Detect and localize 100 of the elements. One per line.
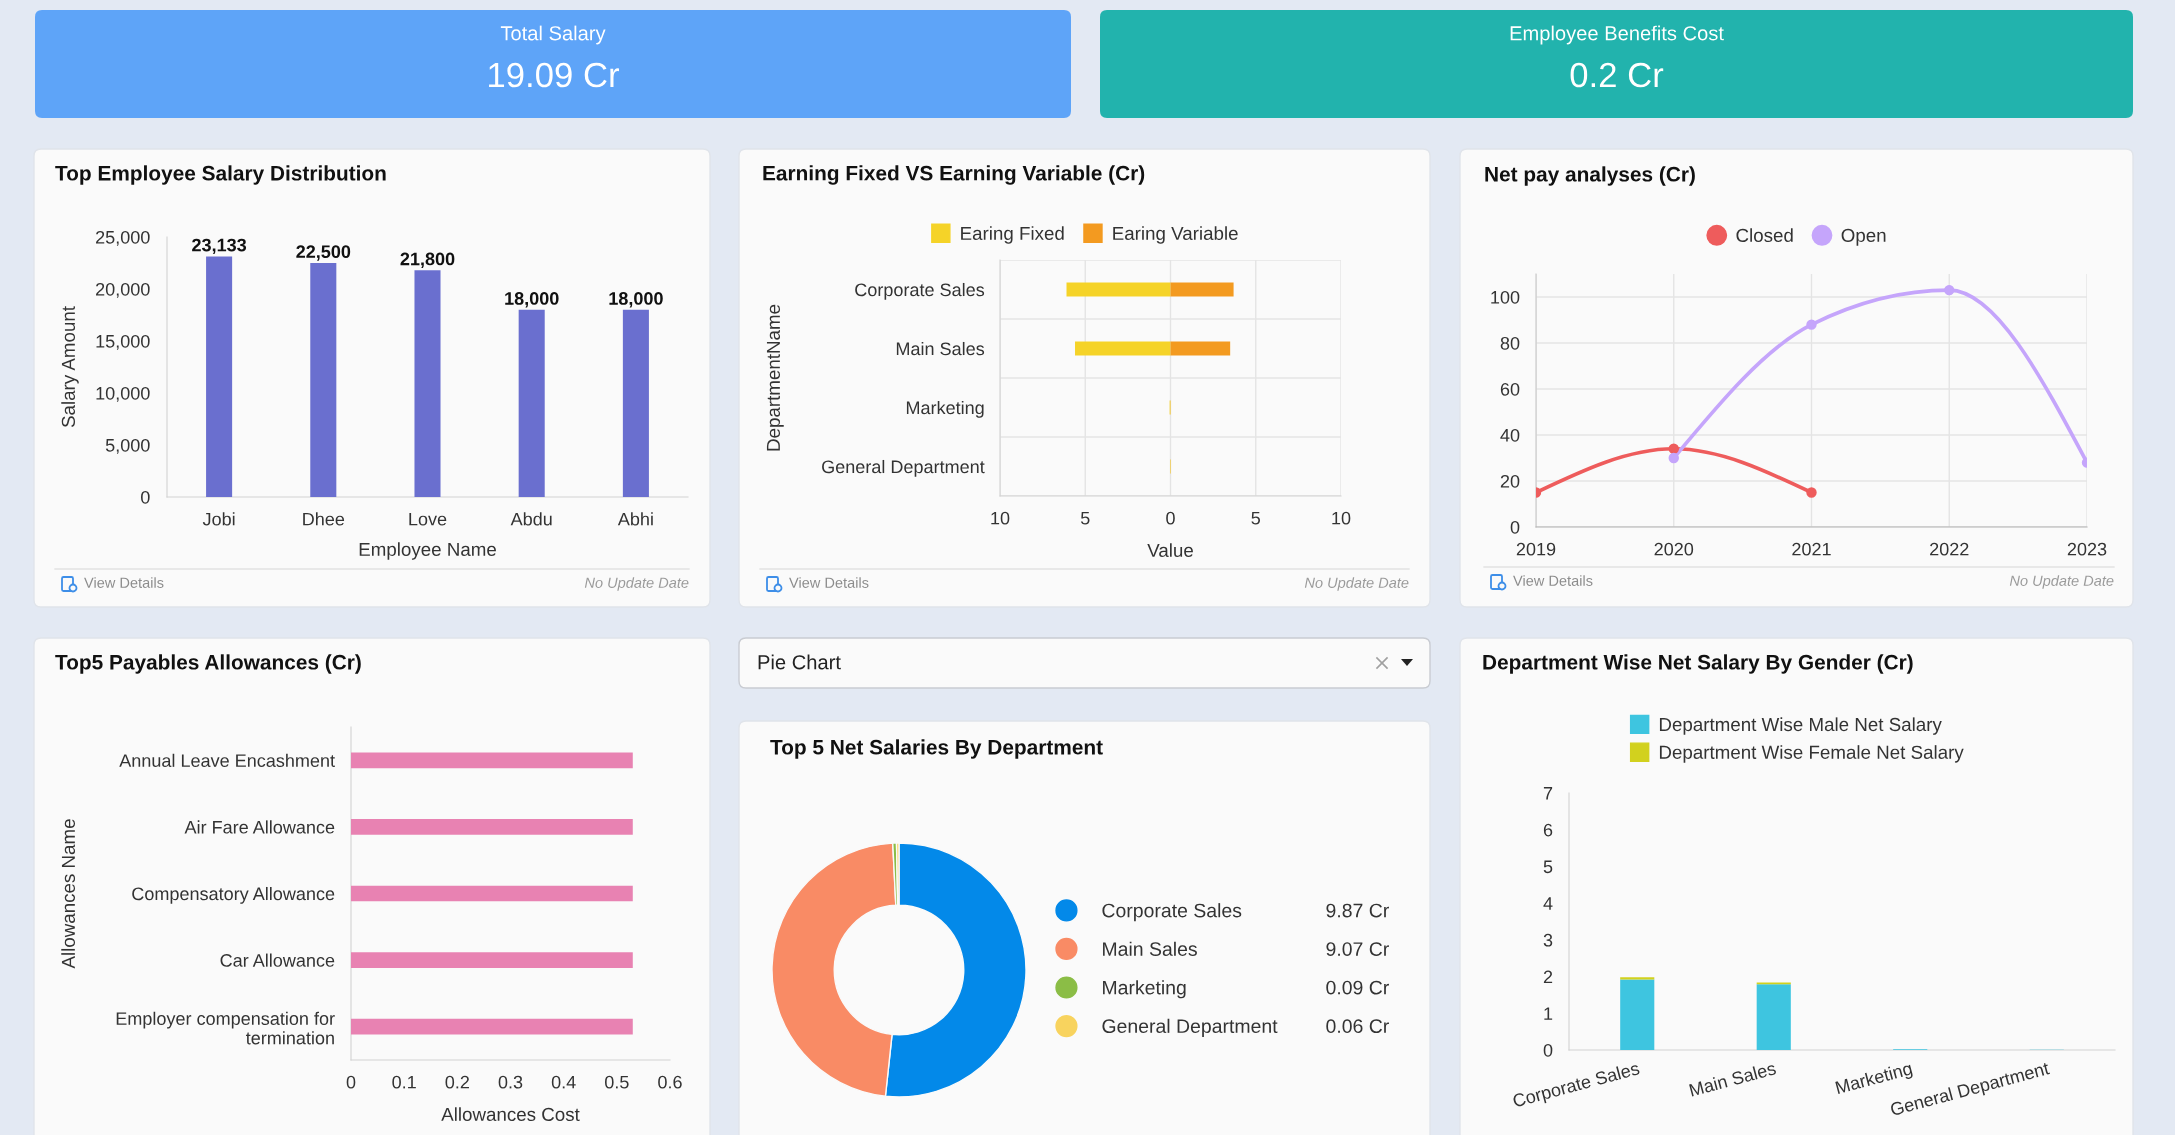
y-axis-title: Salary Amount	[61, 306, 79, 428]
x-axis-title: Value	[1147, 543, 1193, 558]
text: View Details	[84, 577, 164, 588]
y-tick-label: 4	[1543, 897, 1553, 910]
x-tick-label: 2022	[1930, 542, 1969, 556]
text: 0.2 Cr	[1570, 62, 1664, 88]
x-tick-label: 0	[346, 1075, 356, 1089]
y-tick-label: 60	[1500, 382, 1520, 396]
y-tick-label: 0	[141, 490, 150, 504]
x-tick-label: Jobi	[202, 512, 235, 526]
y-tick-label: 0	[1543, 1043, 1553, 1057]
y-tick-label: 7	[1543, 787, 1553, 800]
x-tick-label: Dhee	[303, 512, 345, 526]
x-tick-label: 2023	[2067, 542, 2107, 556]
y-tick-label: 20,000	[96, 282, 150, 298]
y-tick-label: 25,000	[96, 230, 150, 246]
bar	[1170, 341, 1231, 356]
bar	[1075, 341, 1171, 356]
x-tick-label: 10	[991, 511, 1010, 525]
legend-label: Closed	[1736, 228, 1793, 243]
y-tick-label: Marketing	[906, 400, 984, 418]
point	[1668, 452, 1679, 464]
y-axis-title: Allowances Name	[61, 819, 76, 969]
legend-label: Department Wise Male Net Salary	[1659, 717, 1942, 735]
text: No Update Date	[1304, 577, 1409, 591]
bar	[414, 270, 441, 497]
y-tick-label: 6	[1543, 823, 1553, 837]
x-tick-label: 0.2	[445, 1075, 469, 1089]
bar	[1170, 282, 1234, 297]
data-label: 22,500	[296, 245, 351, 261]
chart-title: Net pay analyses (Cr)	[1485, 166, 1695, 186]
chart-title: Top Employee Salary Distribution	[55, 165, 386, 185]
y-tick-label: 2	[1543, 970, 1553, 984]
chart-title: Top 5 Net Salaries By Department	[770, 739, 1103, 759]
y-tick-label: 3	[1543, 933, 1553, 947]
y-tick-label: 1	[1544, 1007, 1553, 1020]
data-label: 18,000	[609, 292, 663, 308]
y-tick-label: Annual Leave Encashment	[119, 753, 335, 768]
y-tick-label: Main Sales	[896, 341, 985, 356]
x-tick-label: 0.6	[658, 1075, 682, 1089]
y-tick-label: Car Allowance	[220, 953, 335, 967]
legend-label: Main Sales	[1103, 941, 1197, 956]
y-tick-label: Compensatory Allowance	[132, 886, 335, 904]
legend-label: Open	[1841, 228, 1886, 246]
x-tick-label: 2019	[1516, 542, 1556, 556]
bar	[1756, 984, 1791, 1050]
y-tick-label: 80	[1500, 336, 1520, 350]
y-tick-label: Air Fare Allowance	[184, 820, 335, 834]
y-tick-label: Corporate Sales	[855, 282, 985, 300]
point	[1944, 284, 1955, 296]
legend-label: Earing Fixed	[961, 226, 1064, 244]
y-tick-label: 40	[1500, 428, 1520, 442]
text: Employee Benefits Cost	[1510, 25, 1724, 45]
point	[1668, 443, 1679, 455]
x-tick-label: 2021	[1792, 542, 1831, 556]
y-tick-label: 10,000	[96, 386, 150, 402]
text: No Update Date	[584, 577, 689, 591]
y-tick-label: 15,000	[96, 334, 150, 350]
x-tick-label: 0.1	[392, 1075, 416, 1089]
x-tick-label: 10	[1332, 511, 1351, 525]
text: 19.09 Cr	[489, 62, 620, 88]
y-tick-label: General Department	[822, 459, 985, 477]
text: Total Salary	[500, 25, 606, 45]
x-tick-label: Main Sales	[1688, 1061, 1777, 1097]
x-tick-label: 5	[1080, 511, 1090, 525]
x-tick-label: 5	[1251, 511, 1261, 525]
bar	[310, 263, 337, 497]
bar	[1620, 979, 1655, 1050]
bar	[518, 309, 545, 497]
y-tick-label: Employer compensation for termination	[116, 1011, 335, 1045]
chart-title: Top5 Payables Allowances (Cr)	[55, 654, 361, 674]
bar	[1620, 977, 1655, 980]
x-tick-label: 0.4	[551, 1075, 576, 1089]
text: Pie Chart	[758, 654, 841, 670]
x-tick-label: 0	[1166, 511, 1175, 525]
chart-title: Department Wise Net Salary By Gender (Cr)	[1483, 654, 1913, 674]
x-tick-label: 0.3	[498, 1075, 523, 1089]
data-label: 0.06 Cr	[1326, 1019, 1389, 1034]
legend-label: Earing Variable	[1113, 226, 1238, 244]
legend-label: Corporate Sales	[1102, 903, 1242, 922]
data-label: 21,800	[400, 252, 455, 268]
point	[1806, 319, 1817, 330]
legend-label: Department Wise Female Net Salary	[1659, 745, 1964, 763]
point	[1806, 487, 1817, 498]
x-axis-title: Allowances Cost	[441, 1107, 580, 1122]
text: View Details	[789, 577, 869, 588]
bar	[1066, 282, 1171, 297]
bar	[622, 309, 649, 497]
y-tick-label: 5,000	[105, 438, 150, 454]
text: View Details	[1513, 575, 1593, 586]
y-tick-label: 20	[1500, 474, 1520, 488]
chart-title: Earning Fixed VS Earning Variable (Cr)	[763, 165, 1145, 185]
text: No Update Date	[2009, 575, 2114, 589]
y-tick-label: 100	[1491, 290, 1520, 304]
legend-label: General Department	[1102, 1018, 1278, 1037]
x-tick-label: Abhi	[617, 512, 653, 526]
data-label: 18,000	[505, 292, 559, 308]
x-tick-label: 0.5	[604, 1075, 629, 1089]
bar	[206, 256, 233, 497]
data-label: 23,133	[192, 238, 247, 255]
